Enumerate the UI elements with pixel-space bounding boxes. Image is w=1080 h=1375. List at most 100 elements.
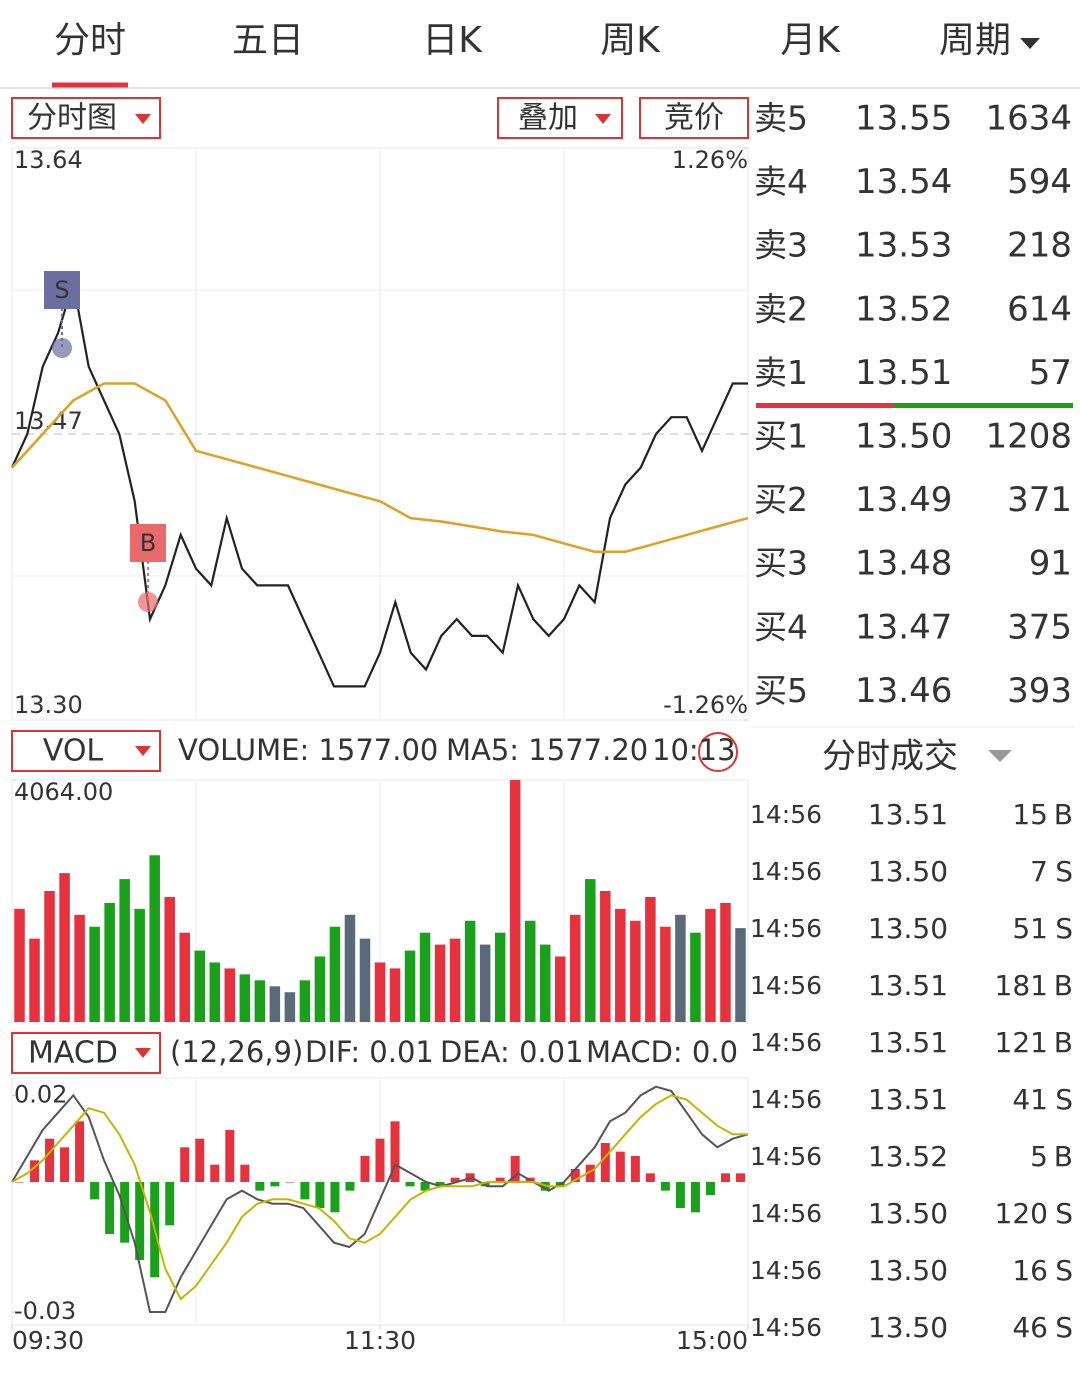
- macd-bar: [690, 1182, 700, 1213]
- trade-side: S: [1055, 912, 1073, 945]
- book-volume: 1634: [985, 99, 1072, 139]
- tab[interactable]: 日K: [422, 20, 483, 61]
- overlay-box[interactable]: [497, 97, 623, 139]
- tab[interactable]: 周K: [600, 20, 661, 61]
- tab[interactable]: 月K: [780, 20, 841, 61]
- macd-bar: [435, 1182, 445, 1187]
- price-line: [10, 282, 748, 688]
- volume-bar: [479, 944, 491, 1022]
- trade-time: 14:56: [750, 1256, 822, 1285]
- book-price: 13.47: [855, 607, 952, 647]
- trade-price: 13.50: [868, 912, 948, 945]
- macd-indicator: (12,26,9): [170, 1035, 303, 1069]
- x-tick-label: 15:00: [676, 1326, 748, 1355]
- volume-bar: [359, 938, 371, 1022]
- volume-bar: [74, 914, 85, 1022]
- chart-selector[interactable]: 分时图: [27, 101, 117, 136]
- switch-icon[interactable]: [698, 732, 738, 772]
- volume-bar: [615, 908, 626, 1022]
- macd-bar: [315, 1182, 325, 1208]
- macd-bar: [345, 1182, 355, 1191]
- volume-bar: [660, 926, 671, 1022]
- volume-bar: [509, 780, 521, 1022]
- macd-bar: [270, 1182, 280, 1187]
- macd-bar: [420, 1182, 430, 1191]
- book-volume: 614: [1007, 289, 1072, 329]
- volume-bar: [344, 914, 356, 1022]
- tab-arrow: [1020, 38, 1040, 49]
- macd-bar: [30, 1160, 40, 1182]
- volume-bar: [524, 920, 536, 1022]
- macd-bar: [195, 1138, 205, 1182]
- trade-time: 14:56: [750, 1028, 822, 1057]
- average-line: [11, 382, 749, 554]
- book-volume: 218: [1007, 226, 1072, 266]
- trade-volume: 5: [1030, 1140, 1048, 1173]
- y-tick-label: 4064.00: [14, 778, 113, 806]
- volume-bar: [164, 896, 175, 1022]
- book-label: 买2: [754, 480, 808, 519]
- volume-bar: [585, 879, 596, 1022]
- volume-bar: [419, 932, 431, 1022]
- book-price: 13.52: [855, 289, 952, 329]
- book-volume: 393: [1007, 671, 1072, 711]
- volume-bar: [464, 920, 476, 1022]
- tab[interactable]: 周期: [939, 20, 1011, 61]
- y2-tick-label: -1.26%: [663, 691, 748, 719]
- tab[interactable]: 五日: [232, 20, 304, 61]
- book-price: 13.49: [855, 480, 952, 520]
- auction-box[interactable]: [639, 97, 749, 139]
- trade-time: 14:56: [750, 1142, 822, 1171]
- book-price: 13.46: [855, 671, 952, 711]
- volume-bar: [29, 938, 40, 1022]
- overlay-button[interactable]: 叠加: [518, 101, 578, 136]
- book-price: 13.51: [855, 353, 952, 393]
- vol-selector[interactable]: VOL: [43, 734, 104, 769]
- macd-indicator: DEA: 0.01: [440, 1035, 584, 1069]
- volume-bar: [134, 908, 145, 1022]
- macd-bar: [600, 1143, 610, 1182]
- macd-bar: [585, 1164, 595, 1182]
- volume-bar: [209, 962, 221, 1022]
- macd-bar: [75, 1121, 85, 1182]
- macd-selector[interactable]: MACD: [28, 1036, 118, 1071]
- volume-bar: [645, 896, 656, 1022]
- trade-time: 14:56: [750, 800, 822, 829]
- selector-box[interactable]: [11, 97, 161, 139]
- book-volume: 57: [1029, 353, 1072, 393]
- volume-bar: [735, 928, 746, 1022]
- tab[interactable]: 分时: [54, 20, 126, 61]
- macd-bar: [570, 1169, 580, 1182]
- book-volume: 594: [1007, 162, 1072, 202]
- book-volume: 1208: [985, 417, 1072, 457]
- trade-volume: 181: [995, 969, 1048, 1002]
- book-price: 13.55: [855, 99, 952, 139]
- macd-selector-box[interactable]: [11, 1032, 161, 1074]
- trade-side: S: [1055, 1083, 1073, 1116]
- macd-bar: [105, 1182, 115, 1234]
- trade-volume: 51: [1012, 912, 1048, 945]
- trade-price: 13.51: [868, 798, 948, 831]
- book-label: 卖3: [754, 226, 808, 265]
- volume-bar: [630, 920, 641, 1022]
- book-label: 卖4: [754, 162, 808, 201]
- signal-label: B: [140, 529, 156, 557]
- macd-bar: [510, 1156, 520, 1182]
- trade-side: B: [1054, 969, 1073, 1002]
- volume-bar: [705, 908, 716, 1022]
- vol-selector-box[interactable]: [11, 730, 161, 772]
- trade-side: B: [1054, 1026, 1073, 1059]
- volume-bar: [299, 980, 311, 1022]
- auction-button[interactable]: 竞价: [664, 101, 724, 136]
- macd-bar: [675, 1182, 685, 1208]
- volume-bar: [449, 938, 461, 1022]
- book-label: 买1: [754, 417, 808, 456]
- volume-bar: [675, 914, 686, 1022]
- ratio-bar-sell: [756, 403, 893, 408]
- book-price: 13.53: [855, 226, 952, 266]
- macd-indicator: DIF: 0.01: [305, 1035, 434, 1069]
- macd-bar: [735, 1173, 745, 1182]
- macd-bar: [45, 1138, 55, 1182]
